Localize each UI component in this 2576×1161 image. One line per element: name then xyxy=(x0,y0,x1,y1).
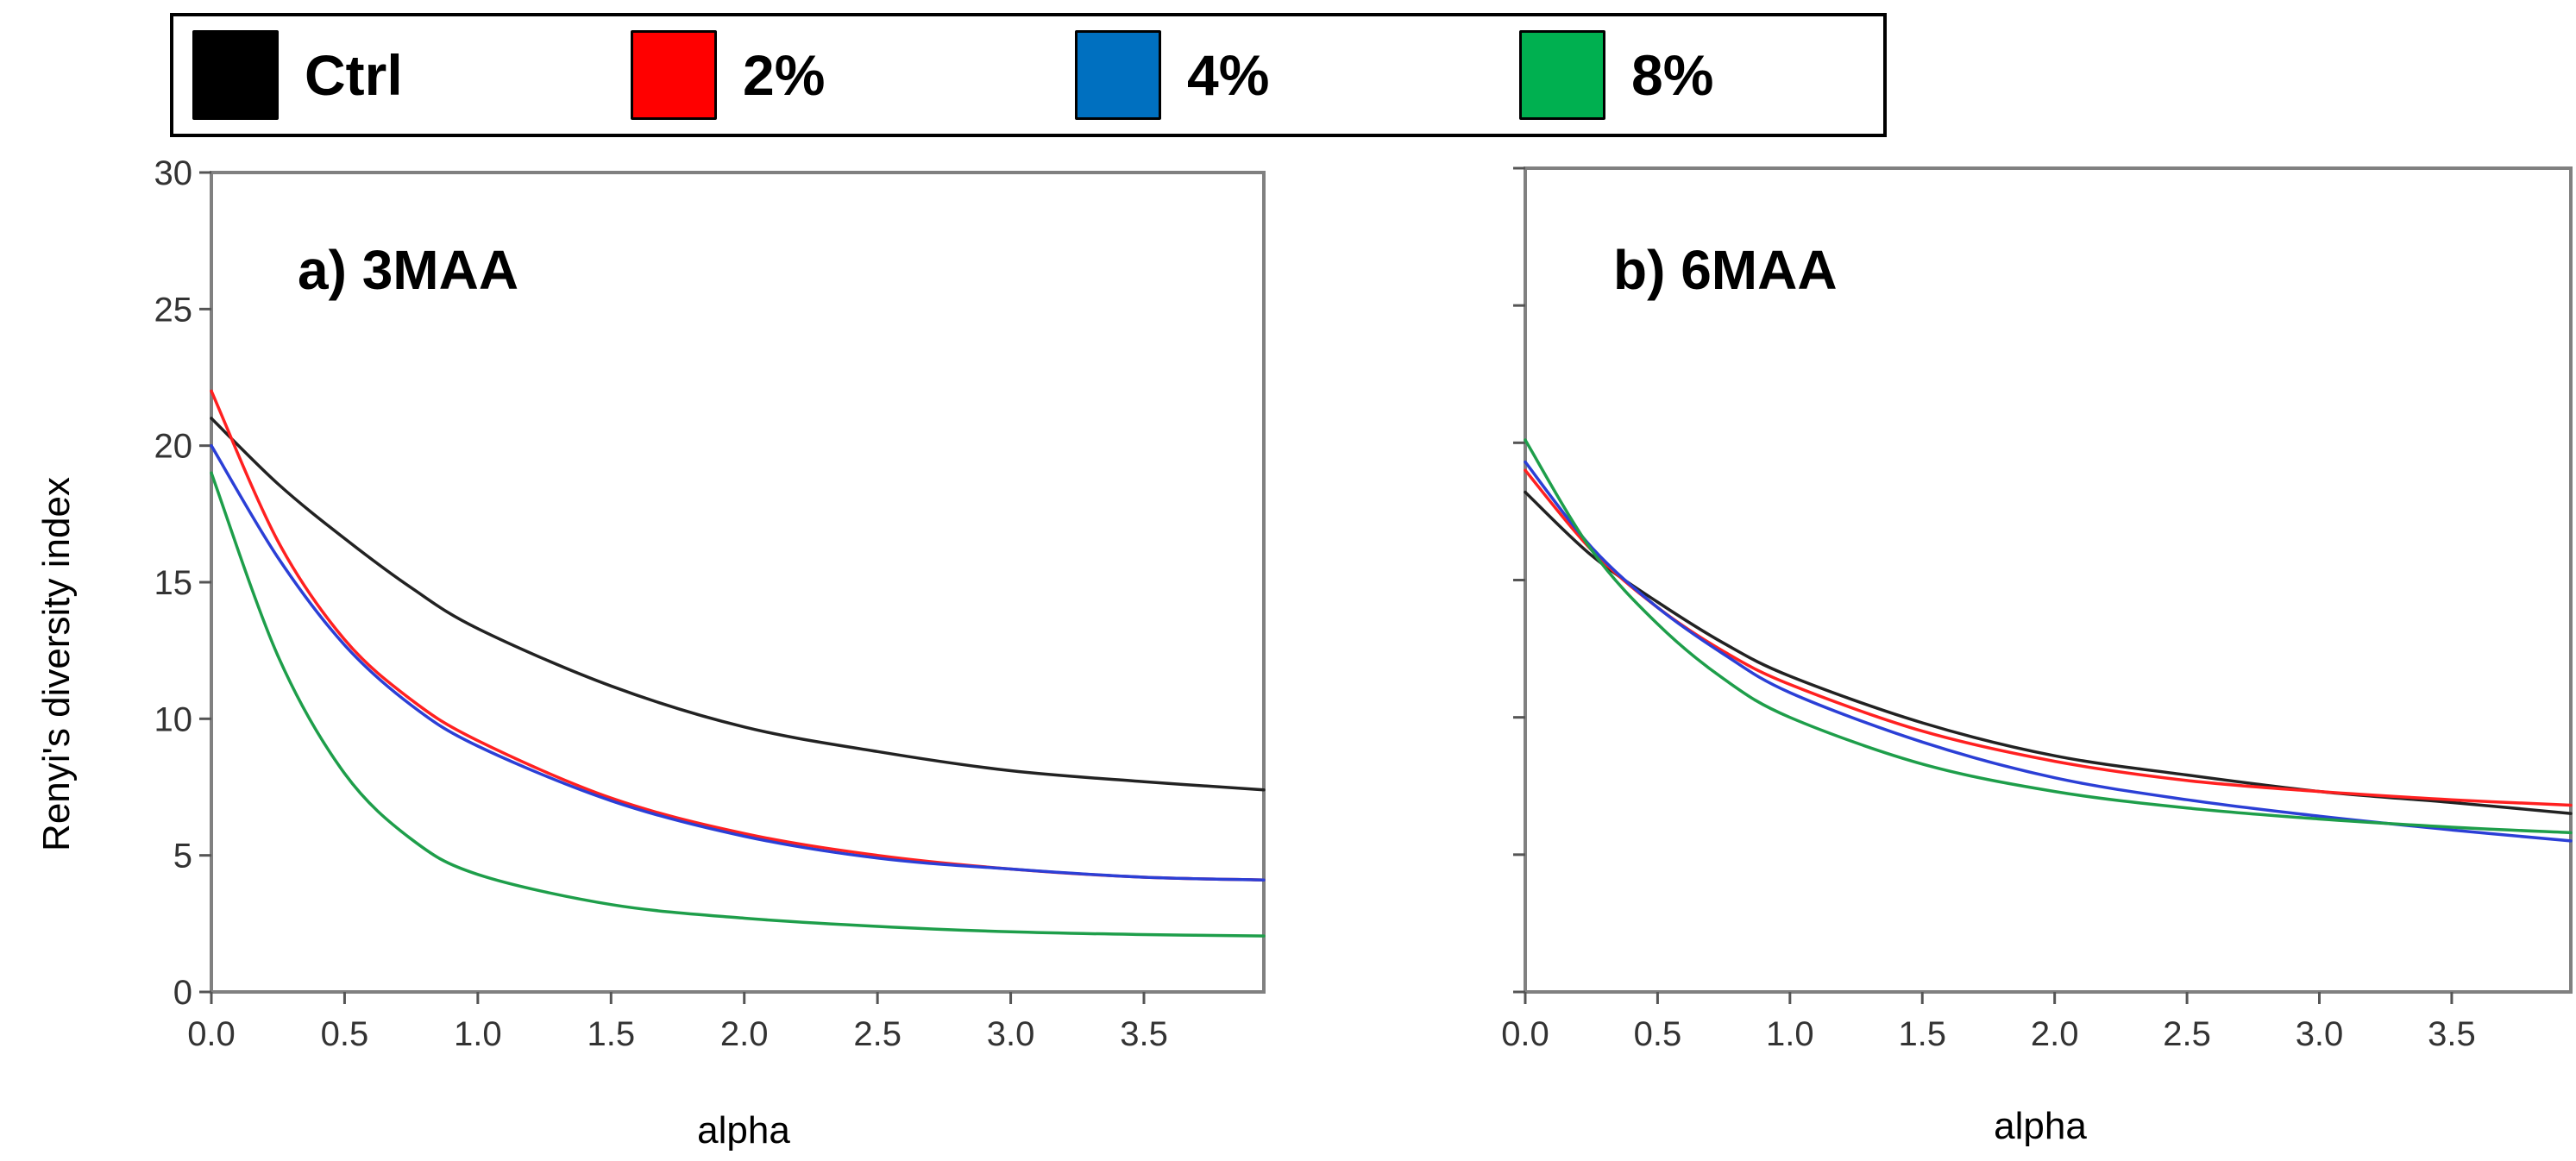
series-line-2pct-a xyxy=(210,389,1266,882)
legend-label-2pct: 2% xyxy=(743,43,826,107)
y-tick-label: 30 xyxy=(154,154,193,192)
series-line-4pct-a xyxy=(210,443,1266,882)
legend: Ctrl 2% 4% 8% xyxy=(170,13,1887,137)
legend-swatch-ctrl xyxy=(192,30,279,120)
y-tick-label: 10 xyxy=(154,700,193,738)
x-tick-label: 2.5 xyxy=(853,1015,902,1053)
x-tick-label: 1.0 xyxy=(454,1015,502,1053)
panel-a-title: a) 3MAA xyxy=(298,239,518,301)
x-tick-label: 1.5 xyxy=(587,1015,635,1053)
y-tick-label: 25 xyxy=(154,291,193,329)
x-tick-label: 3.5 xyxy=(2428,1015,2476,1053)
plot-b: 0.0 0.5 1.0 1.5 2.0 2.5 3.0 3.5 xyxy=(1501,166,2573,1053)
x-tick-label: 3.0 xyxy=(987,1015,1035,1053)
legend-label-8pct: 8% xyxy=(1631,43,1714,107)
legend-label-4pct: 4% xyxy=(1187,43,1270,107)
panel-a: a) 3MAA alpha xyxy=(298,239,790,1152)
series-line-8pct-b xyxy=(1524,438,2573,835)
x-tick-label: 2.0 xyxy=(2031,1015,2079,1053)
series-line-4pct-b xyxy=(1524,460,2573,843)
x-tick-label: 2.5 xyxy=(2163,1015,2211,1053)
series-line-ctrl-a xyxy=(210,417,1266,792)
panel-b-title: b) 6MAA xyxy=(1613,239,1838,301)
legend-swatch-4pct xyxy=(1075,30,1161,120)
panel-a-x-axis-title: alpha xyxy=(697,1109,790,1152)
y-tick-label: 20 xyxy=(154,428,193,466)
x-tick-label: 3.5 xyxy=(1120,1015,1168,1053)
x-tick-label: 1.5 xyxy=(1898,1015,1946,1053)
x-tick-label: 3.0 xyxy=(2296,1015,2344,1053)
legend-label-ctrl: Ctrl xyxy=(305,43,403,107)
y-axis-title: Renyi's diversity index xyxy=(35,477,78,851)
panel-b-x-axis-title: alpha xyxy=(1994,1105,2087,1147)
series-line-8pct-a xyxy=(210,471,1266,938)
panel-b: b) 6MAA alpha xyxy=(1613,239,2087,1147)
x-tick-label: 0.0 xyxy=(187,1015,236,1053)
legend-swatch-2pct xyxy=(631,30,717,120)
y-tick-label: 15 xyxy=(154,564,193,602)
x-tick-label: 0.0 xyxy=(1501,1015,1549,1053)
x-tick-label: 0.5 xyxy=(321,1015,369,1053)
x-tick-label: 0.5 xyxy=(1634,1015,1682,1053)
plot-a: 0 5 10 15 20 25 30 0.0 0.5 1.0 1.5 2.0 2.5 3.0 3.5 xyxy=(154,154,1266,1053)
series-line-ctrl-b xyxy=(1524,490,2573,815)
y-tick-label: 0 xyxy=(173,974,192,1012)
x-tick-label: 1.0 xyxy=(1766,1015,1814,1053)
y-tick-label: 5 xyxy=(173,838,192,875)
legend-swatch-8pct xyxy=(1519,30,1605,120)
x-tick-label: 2.0 xyxy=(720,1015,769,1053)
